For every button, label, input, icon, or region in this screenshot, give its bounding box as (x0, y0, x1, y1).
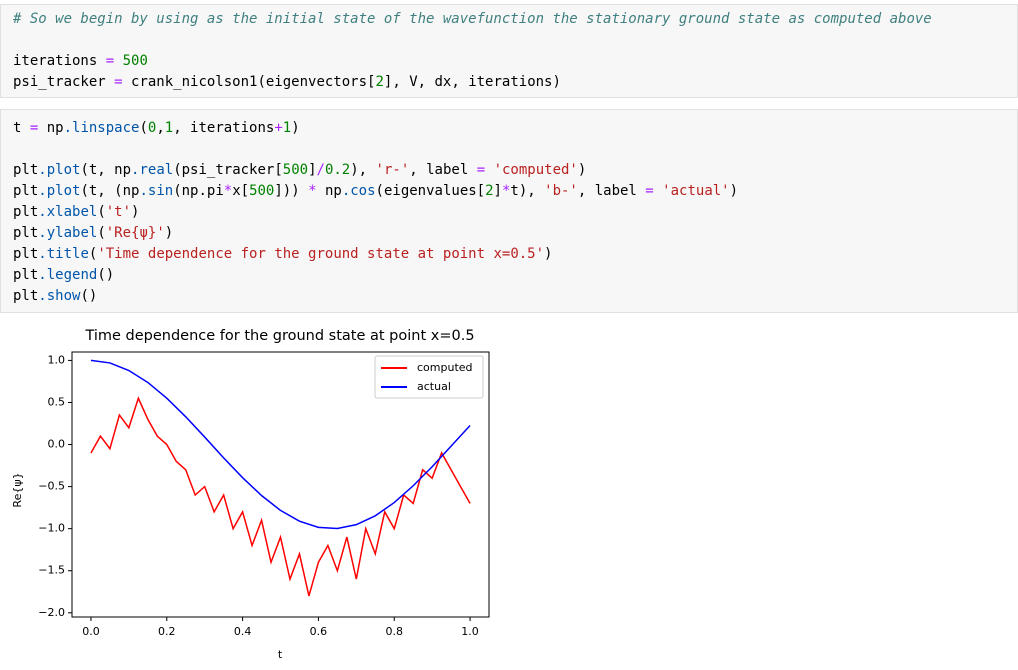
code-line: plt.xlabel('t') (13, 204, 140, 220)
legend-label: actual (417, 380, 451, 393)
x-tick-label: 0.8 (385, 625, 403, 638)
y-tick-label: −1.0 (38, 522, 65, 535)
code-line: plt.show() (13, 288, 98, 304)
x-tick-label: 1.0 (461, 625, 479, 638)
code-line: psi_tracker = crank_nicolson1(eigenvecto… (13, 74, 561, 90)
code-line: iterations = 500 (13, 53, 148, 69)
chart-title: Time dependence for the ground state at … (84, 328, 474, 344)
y-tick-label: −1.5 (38, 564, 65, 577)
x-tick-label: 0.0 (82, 625, 100, 638)
chart: Time dependence for the ground state at … (11, 328, 490, 661)
y-tick-label: 0.5 (48, 395, 66, 408)
code-block: plt.plot(t, np.real(psi_tracker[500]/0.2… (1, 160, 1017, 307)
data-line (90, 359, 471, 530)
code-cell[interactable]: t = np.linspace(0,1, iterations+1) plt.pl… (0, 109, 1018, 313)
legend-label: computed (417, 361, 473, 374)
y-tick-label: 1.0 (48, 353, 66, 366)
x-tick-label: 0.6 (310, 625, 328, 638)
code-block: t = np.linspace(0,1, iterations+1) (1, 118, 1017, 139)
y-axis-label: Re{ψ} (11, 472, 24, 507)
x-axis-label: t (278, 648, 283, 661)
code-line: plt.plot(t, np.real(psi_tracker[500]/0.2… (13, 162, 587, 178)
data-line (90, 396, 471, 597)
code-line: # So we begin by using as the initial st… (13, 11, 932, 27)
code-line: plt.ylabel('Re{ψ}') (13, 225, 174, 241)
axes-frame (71, 351, 490, 618)
code-line: plt.title('Time dependence for the groun… (13, 246, 553, 262)
code-line: plt.plot(t, (np.sin(np.pi*x[500])) * np.… (13, 183, 739, 199)
y-tick-label: −0.5 (38, 480, 65, 493)
x-tick-label: 0.2 (158, 625, 176, 638)
code-block: # So we begin by using as the initial st… (1, 9, 1017, 30)
code-cell[interactable]: # So we begin by using as the initial st… (0, 4, 1018, 98)
code-line: t = np.linspace(0,1, iterations+1) (13, 120, 300, 136)
y-tick-label: −2.0 (38, 606, 65, 619)
y-tick-label: 0.0 (48, 438, 66, 451)
code-line: plt.legend() (13, 267, 115, 283)
code-block: iterations = 500 psi_tracker = crank_nico… (1, 51, 1017, 93)
x-tick-label: 0.4 (234, 625, 252, 638)
